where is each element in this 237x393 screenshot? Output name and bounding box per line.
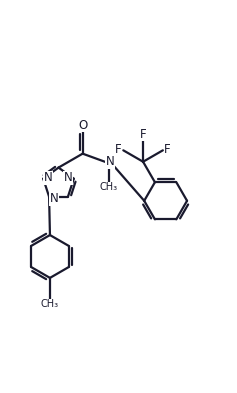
Text: N: N [64, 171, 72, 184]
Text: O: O [78, 119, 87, 132]
Text: F: F [164, 143, 171, 156]
Text: N: N [105, 155, 114, 168]
Text: CH₃: CH₃ [100, 182, 118, 193]
Text: F: F [140, 128, 146, 141]
Text: F: F [115, 143, 122, 156]
Text: CH₃: CH₃ [41, 299, 59, 309]
Text: N: N [50, 192, 58, 205]
Text: N: N [44, 171, 52, 184]
